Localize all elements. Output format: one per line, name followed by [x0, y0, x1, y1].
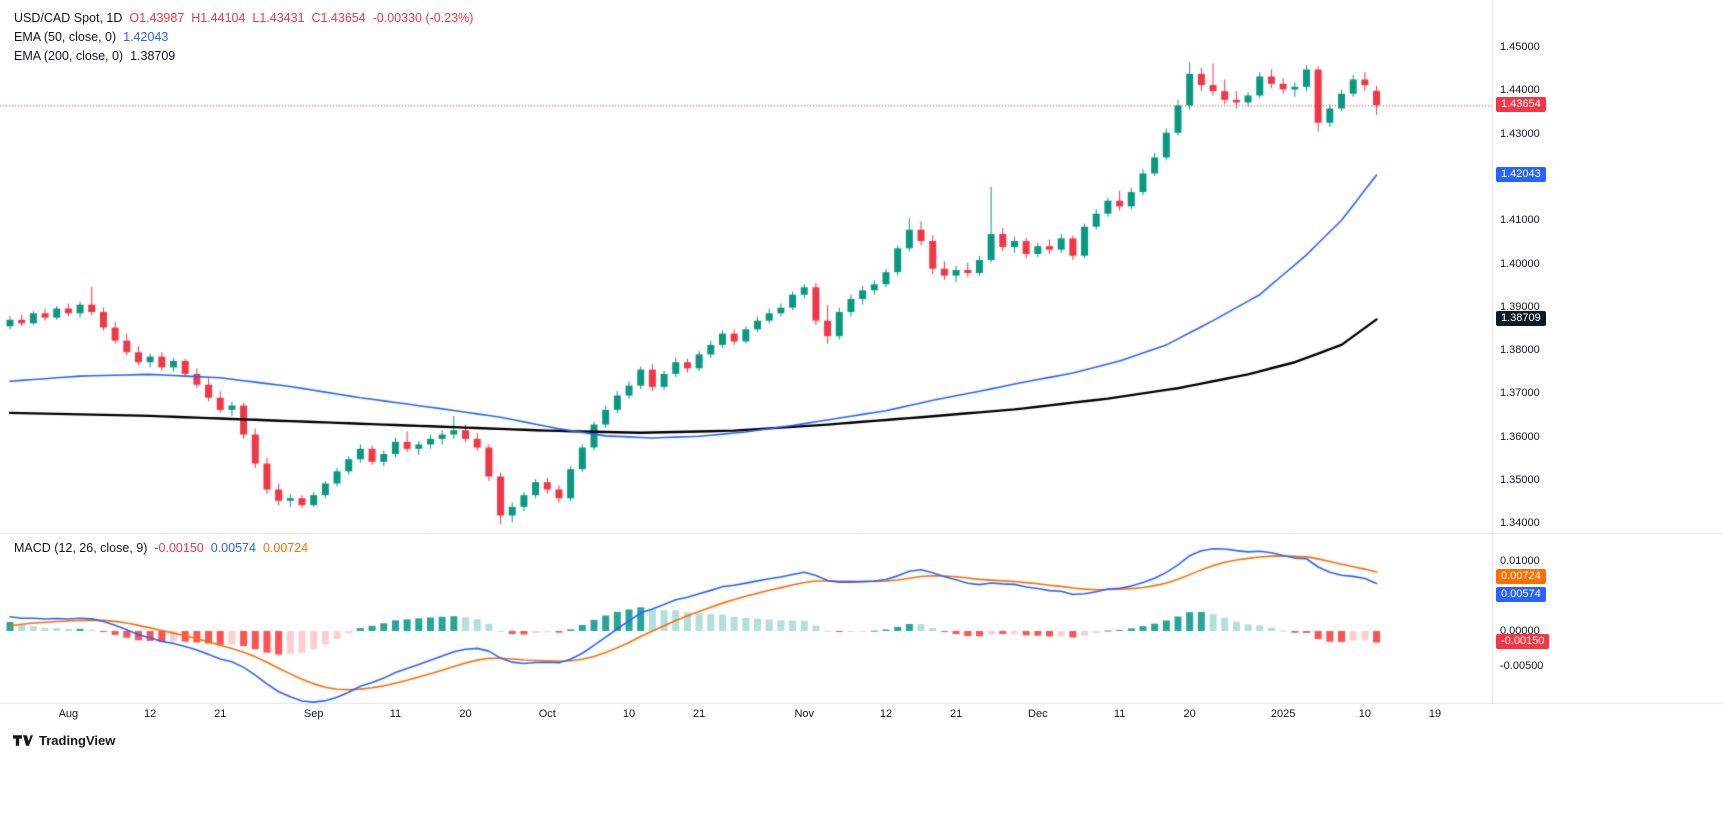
ema200-legend-row: EMA (200, close, 0) 1.38709	[14, 46, 473, 65]
ema50-value: 1.42043	[123, 29, 169, 44]
macd-legend-row: MACD (12, 26, close, 9) -0.00150 0.00574…	[14, 538, 308, 557]
ema200-label[interactable]: EMA (200, close, 0)	[14, 48, 124, 63]
macd-signal-value: 0.00724	[262, 540, 309, 555]
ohlc-values: O1.43987 H1.44104 L1.43431 C1.43654 -0.0…	[129, 10, 474, 25]
macd-line-value: 0.00574	[210, 540, 256, 555]
ema200-value: 1.38709	[130, 48, 176, 63]
price-scale[interactable]	[1492, 0, 1723, 703]
tradingview-logo-icon	[12, 735, 33, 746]
symbol-title[interactable]: USD/CAD Spot, 1D	[14, 10, 123, 25]
macd-legend: MACD (12, 26, close, 9) -0.00150 0.00574…	[14, 538, 308, 557]
brand-text: TradingView	[39, 733, 116, 748]
tradingview-brand[interactable]: TradingView	[12, 733, 115, 748]
macd-pane[interactable]	[0, 533, 1492, 703]
main-legend: USD/CAD Spot, 1D O1.43987 H1.44104 L1.43…	[14, 8, 473, 65]
macd-label[interactable]: MACD (12, 26, close, 9)	[14, 540, 148, 555]
ema50-label[interactable]: EMA (50, close, 0)	[14, 29, 117, 44]
ema50-legend-row: EMA (50, close, 0) 1.42043	[14, 27, 473, 46]
time-scale[interactable]	[0, 703, 1492, 733]
macd-hist-value: -0.00150	[154, 540, 204, 555]
symbol-legend-row: USD/CAD Spot, 1D O1.43987 H1.44104 L1.43…	[14, 8, 473, 27]
main-chart-pane[interactable]	[0, 0, 1492, 533]
